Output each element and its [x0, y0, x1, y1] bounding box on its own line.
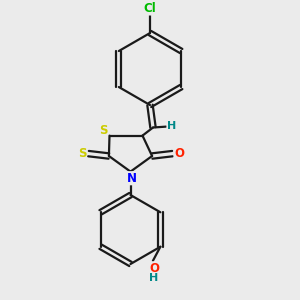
Text: O: O — [149, 262, 159, 275]
Text: H: H — [149, 273, 159, 283]
Text: O: O — [174, 146, 184, 160]
Text: N: N — [126, 172, 136, 185]
Text: S: S — [78, 146, 86, 160]
Text: S: S — [99, 124, 107, 137]
Text: Cl: Cl — [144, 2, 156, 15]
Text: H: H — [167, 121, 176, 131]
